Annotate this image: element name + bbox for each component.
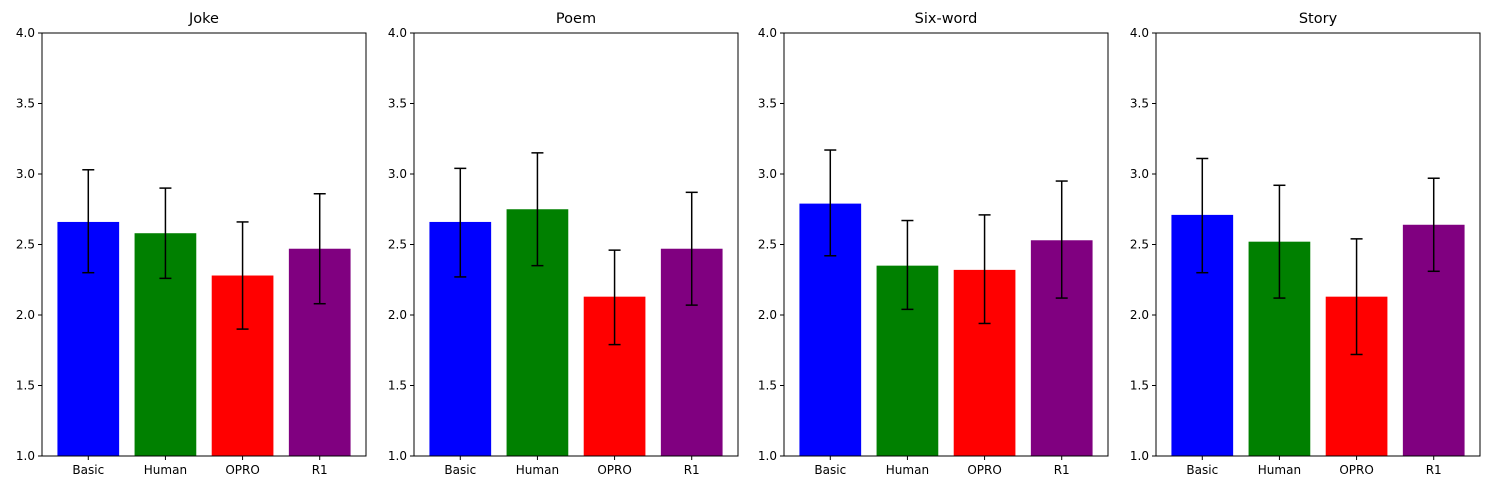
y-tick-label: 1.0 xyxy=(388,449,407,463)
x-tick-label-opro: OPRO xyxy=(967,463,1001,477)
error-bar-human xyxy=(159,187,172,280)
y-tick-label: 2.5 xyxy=(388,238,407,252)
y-tick-label: 1.5 xyxy=(388,379,407,393)
panel-title: Story xyxy=(1299,11,1338,27)
y-tick-label: 3.5 xyxy=(1130,97,1149,111)
error-bar-r1 xyxy=(313,192,326,305)
y-tick-label: 4.0 xyxy=(758,26,777,40)
error-bar-human xyxy=(901,219,914,311)
error-bar-r1 xyxy=(1055,180,1068,299)
x-tick-label-basic: Basic xyxy=(814,463,846,477)
y-tick-label: 3.5 xyxy=(16,97,35,111)
x-tick-label-human: Human xyxy=(144,463,187,477)
error-bar-basic xyxy=(824,149,837,257)
chart-panel-3: 1.0 1.5 2.0 2.5 3.0 3.5 4.0 Basic Human OPRO R1 Six… xyxy=(758,11,1109,477)
y-tick-label: 3.0 xyxy=(758,167,777,181)
y-tick-label: 1.0 xyxy=(1130,449,1149,463)
error-bar-r1 xyxy=(685,191,698,306)
x-tick-label-human: Human xyxy=(516,463,559,477)
error-bar-opro xyxy=(608,249,621,346)
x-tick-label-basic: Basic xyxy=(1186,463,1218,477)
y-tick-label: 1.5 xyxy=(1130,379,1149,393)
x-tick-label-r1: R1 xyxy=(1054,463,1070,477)
y-tick-label: 4.0 xyxy=(16,26,35,40)
error-bar-opro xyxy=(978,214,991,325)
y-tick-label: 2.0 xyxy=(388,308,407,322)
x-tick-label-r1: R1 xyxy=(1426,463,1442,477)
y-tick-label: 4.0 xyxy=(1130,26,1149,40)
x-tick-label-human: Human xyxy=(1258,463,1301,477)
error-bar-opro xyxy=(236,221,249,330)
error-bar-r1 xyxy=(1427,177,1440,273)
panel-title: Joke xyxy=(188,11,219,27)
panel-title: Poem xyxy=(556,11,596,27)
y-tick-label: 2.0 xyxy=(16,308,35,322)
y-tick-label: 2.5 xyxy=(16,238,35,252)
x-tick-label-human: Human xyxy=(886,463,929,477)
error-bar-opro xyxy=(1350,238,1363,356)
y-tick-label: 2.5 xyxy=(758,238,777,252)
y-tick-label: 3.0 xyxy=(1130,167,1149,181)
x-tick-label-opro: OPRO xyxy=(597,463,631,477)
y-tick-label: 1.5 xyxy=(16,379,35,393)
x-tick-label-opro: OPRO xyxy=(1339,463,1373,477)
x-tick-label-opro: OPRO xyxy=(225,463,259,477)
x-tick-label-basic: Basic xyxy=(72,463,104,477)
x-tick-label-basic: Basic xyxy=(444,463,476,477)
chart-panel-1: 1.0 1.5 2.0 2.5 3.0 3.5 4.0 Basic Human OPRO R1 Jok… xyxy=(16,11,367,477)
chart-panel-2: 1.0 1.5 2.0 2.5 3.0 3.5 4.0 Basic Human OPRO R1 Poe… xyxy=(388,11,739,477)
y-tick-label: 1.0 xyxy=(16,449,35,463)
y-tick-label: 3.5 xyxy=(388,97,407,111)
y-tick-label: 2.0 xyxy=(1130,308,1149,322)
y-tick-label: 3.0 xyxy=(388,167,407,181)
y-tick-label: 4.0 xyxy=(388,26,407,40)
x-tick-label-r1: R1 xyxy=(312,463,328,477)
error-bar-human xyxy=(1273,184,1286,299)
panel-title: Six-word xyxy=(915,11,978,27)
x-tick-label-r1: R1 xyxy=(684,463,700,477)
error-bar-basic xyxy=(82,169,95,274)
y-tick-label: 1.0 xyxy=(758,449,777,463)
error-bar-basic xyxy=(454,167,467,278)
y-tick-label: 1.5 xyxy=(758,379,777,393)
y-tick-label: 3.0 xyxy=(16,167,35,181)
y-tick-label: 2.0 xyxy=(758,308,777,322)
y-tick-label: 2.5 xyxy=(1130,238,1149,252)
chart-panel-4: 1.0 1.5 2.0 2.5 3.0 3.5 4.0 Basic Human OPRO R1 Sto… xyxy=(1130,11,1481,477)
y-tick-label: 3.5 xyxy=(758,97,777,111)
error-bar-basic xyxy=(1196,157,1209,274)
error-bar-human xyxy=(531,152,544,267)
